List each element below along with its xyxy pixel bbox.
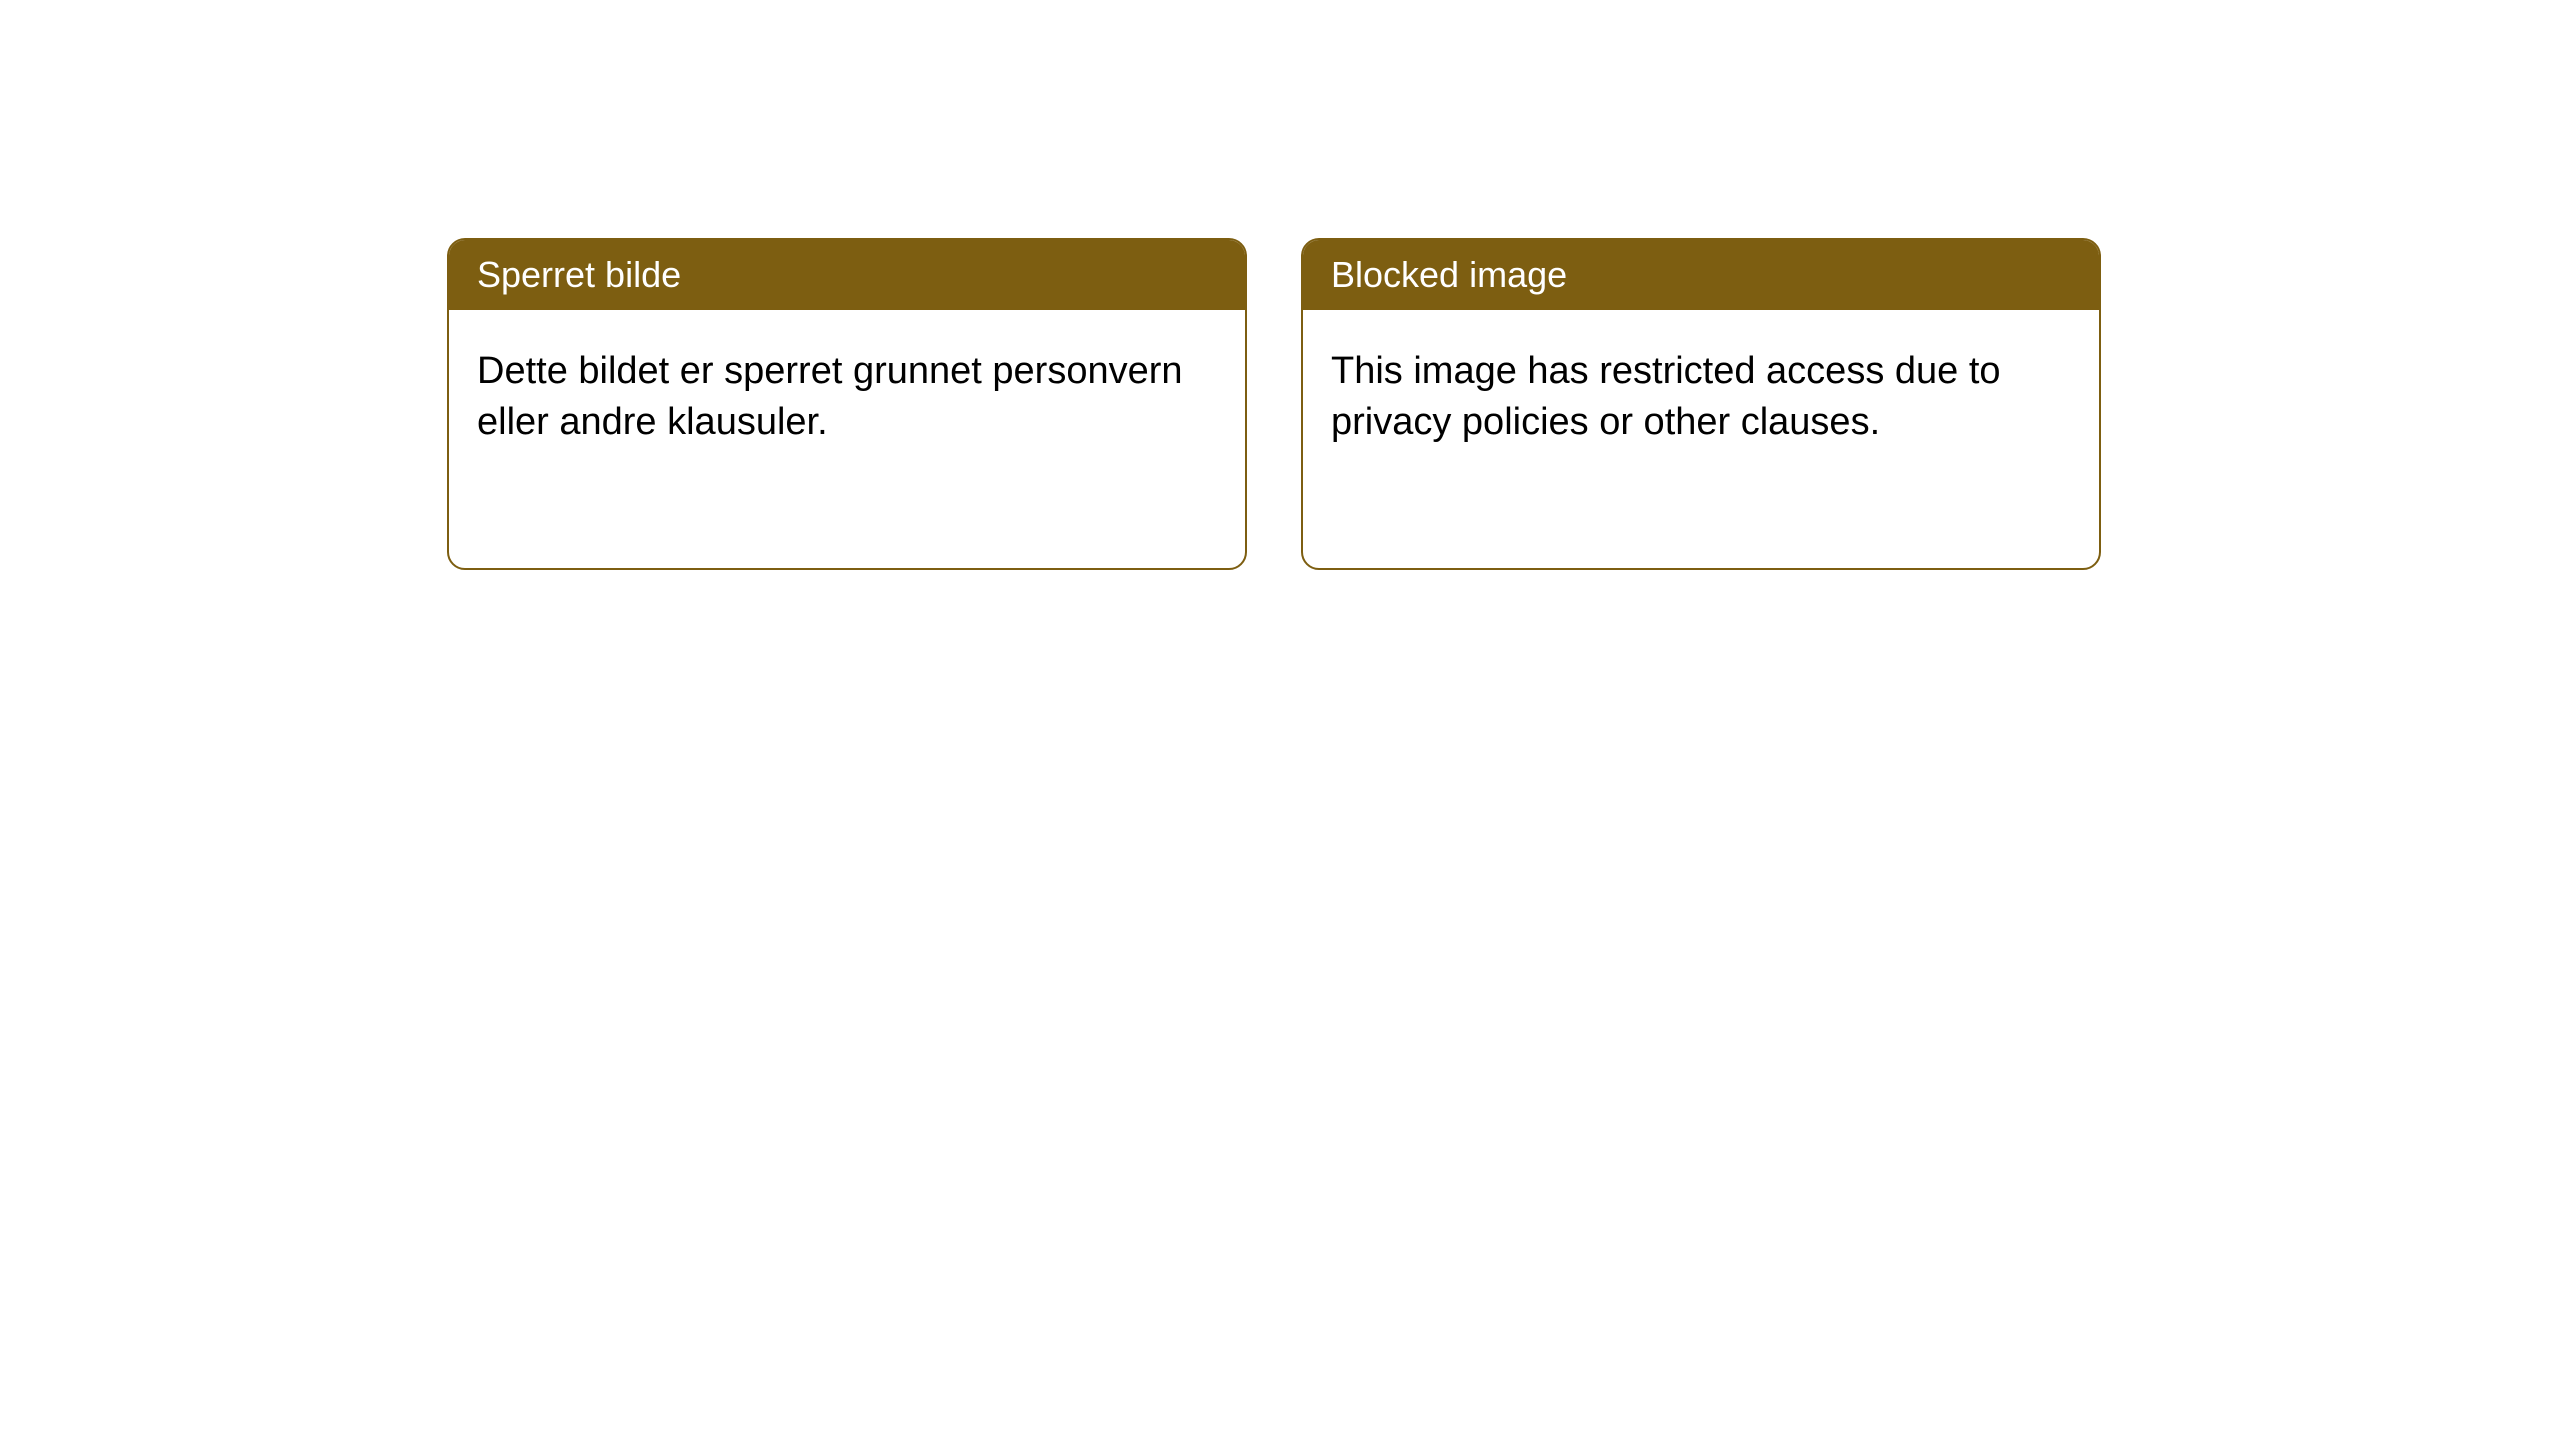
card-title-en: Blocked image <box>1331 254 1567 295</box>
card-title-no: Sperret bilde <box>477 254 681 295</box>
card-message-en: This image has restricted access due to … <box>1331 350 2001 443</box>
blocked-image-card-no: Sperret bilde Dette bildet er sperret gr… <box>447 238 1247 570</box>
card-body-en: This image has restricted access due to … <box>1303 310 2099 485</box>
blocked-image-notice-container: Sperret bilde Dette bildet er sperret gr… <box>447 238 2101 570</box>
card-body-no: Dette bildet er sperret grunnet personve… <box>449 310 1245 485</box>
blocked-image-card-en: Blocked image This image has restricted … <box>1301 238 2101 570</box>
card-header-no: Sperret bilde <box>449 240 1245 310</box>
card-header-en: Blocked image <box>1303 240 2099 310</box>
card-message-no: Dette bildet er sperret grunnet personve… <box>477 350 1183 443</box>
